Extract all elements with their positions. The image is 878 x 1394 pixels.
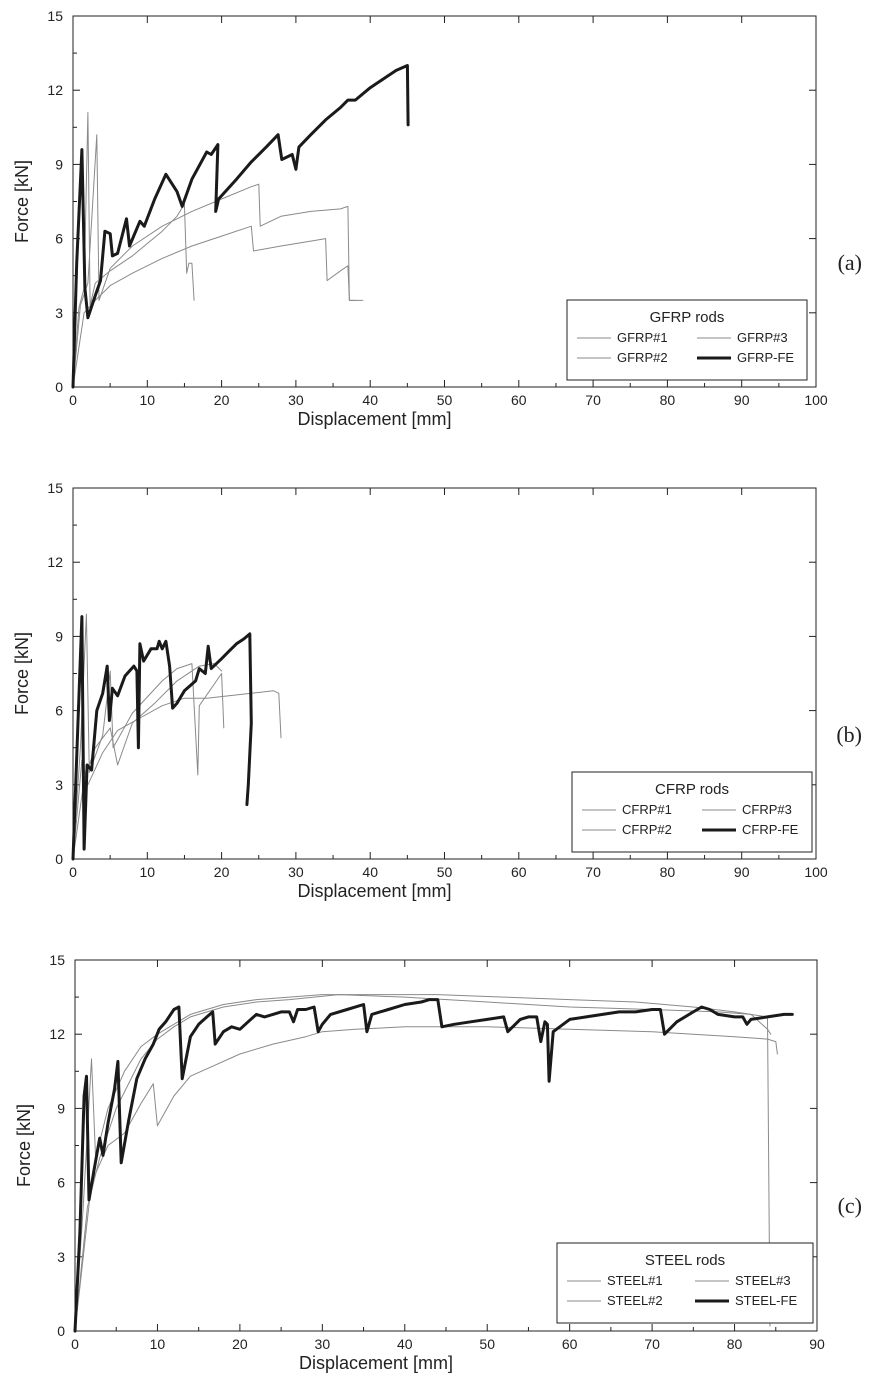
- x-tick-label: 50: [437, 392, 453, 408]
- x-tick-label: 30: [288, 864, 304, 880]
- panel-label: (a): [838, 250, 862, 275]
- x-tick-label: 10: [140, 864, 156, 880]
- legend-title: GFRP rods: [650, 309, 725, 326]
- y-tick-label: 6: [57, 1175, 65, 1191]
- x-tick-label: 40: [362, 392, 378, 408]
- y-tick-label: 0: [55, 851, 63, 867]
- legend-item-label: CFRP#3: [742, 802, 792, 817]
- legend-title: CFRP rods: [655, 781, 729, 798]
- y-tick-label: 12: [47, 82, 63, 98]
- y-tick-label: 9: [57, 1100, 65, 1116]
- legend-item-label: STEEL#2: [607, 1293, 663, 1308]
- x-tick-label: 70: [644, 1336, 660, 1352]
- y-tick-label: 15: [47, 480, 63, 496]
- y-tick-label: 15: [49, 952, 65, 968]
- series-line-steel-1: [74, 994, 771, 1332]
- x-tick-label: 90: [734, 392, 750, 408]
- y-tick-label: 12: [47, 554, 63, 570]
- y-tick-label: 0: [57, 1323, 65, 1339]
- x-axis-label: Displacement [mm]: [299, 1353, 453, 1373]
- legend-item-label: STEEL-FE: [735, 1293, 797, 1308]
- legend-item-label: STEEL#1: [607, 1273, 663, 1288]
- legend-item-label: CFRP#2: [622, 822, 672, 837]
- y-tick-label: 6: [55, 231, 63, 247]
- legend-item-label: STEEL#3: [735, 1273, 791, 1288]
- x-tick-label: 50: [437, 864, 453, 880]
- x-tick-label: 10: [150, 1336, 166, 1352]
- x-tick-label: 90: [809, 1336, 825, 1352]
- panel-b: 0 10 20 30 40 50 60 70 80 90 100 0 3 6 9 12 15 Displaceme…: [12, 480, 862, 901]
- series-line-gfrp-2: [72, 134, 364, 388]
- x-tick-label: 20: [214, 864, 230, 880]
- y-axis-label: Force [kN]: [12, 632, 32, 715]
- y-axis-label: Force [kN]: [12, 160, 32, 243]
- series-line-steel-3: [74, 1026, 778, 1332]
- x-tick-label: 70: [585, 392, 601, 408]
- y-tick-label: 3: [55, 305, 63, 321]
- y-tick-label: 3: [55, 777, 63, 793]
- series-line-gfrp-3: [72, 225, 356, 388]
- series-line-gfrp-fe: [71, 64, 410, 389]
- x-tick-label: 100: [804, 864, 828, 880]
- x-tick-label: 60: [511, 864, 527, 880]
- legend-item-label: CFRP-FE: [742, 822, 799, 837]
- legend: GFRP rods GFRP#1 GFRP#2 GFRP#3 GFRP-FE: [566, 299, 808, 381]
- series-line-cfrp-3: [72, 663, 223, 860]
- x-tick-label: 40: [397, 1336, 413, 1352]
- y-tick-label: 9: [55, 156, 63, 172]
- legend: CFRP rods CFRP#1 CFRP#2 CFRP#3 CFRP-FE: [571, 771, 813, 853]
- panel-label: (c): [838, 1193, 862, 1218]
- legend-box: [571, 771, 813, 853]
- legend-box: [566, 299, 808, 381]
- series-line-steel-fe: [73, 998, 794, 1333]
- x-tick-label: 30: [288, 392, 304, 408]
- y-tick-label: 15: [47, 8, 63, 24]
- x-axis-label: Displacement [mm]: [297, 881, 451, 901]
- x-axis-label: Displacement [mm]: [297, 409, 451, 429]
- legend-item-label: GFRP#1: [617, 330, 668, 345]
- y-tick-label: 3: [57, 1249, 65, 1265]
- y-tick-label: 12: [49, 1026, 65, 1042]
- legend-title: STEEL rods: [645, 1252, 725, 1269]
- x-tick-label: 80: [660, 392, 676, 408]
- x-tick-label: 30: [315, 1336, 331, 1352]
- x-tick-label: 90: [734, 864, 750, 880]
- y-tick-label: 6: [55, 703, 63, 719]
- legend-item-label: CFRP#1: [622, 802, 672, 817]
- series-line-cfrp-fe: [71, 615, 253, 861]
- legend-item-label: GFRP-FE: [737, 350, 794, 365]
- x-tick-label: 10: [140, 392, 156, 408]
- x-tick-label: 0: [69, 864, 77, 880]
- series-line-gfrp-1: [72, 112, 195, 388]
- panel-a: 0 10 20 30 40 50 60 70 80 90 100 0 3 6 9 12 15 Displaceme…: [12, 8, 862, 429]
- legend-box: [556, 1242, 814, 1324]
- panel-label: (b): [836, 722, 862, 747]
- x-tick-label: 80: [660, 864, 676, 880]
- legend-item-label: GFRP#3: [737, 330, 788, 345]
- series-line-cfrp-1: [72, 613, 225, 860]
- x-tick-label: 20: [214, 392, 230, 408]
- x-tick-label: 60: [562, 1336, 578, 1352]
- y-axis-label: Force [kN]: [14, 1104, 34, 1187]
- x-tick-label: 50: [479, 1336, 495, 1352]
- x-tick-label: 60: [511, 392, 527, 408]
- x-tick-label: 80: [727, 1336, 743, 1352]
- x-tick-label: 0: [71, 1336, 79, 1352]
- x-tick-label: 100: [804, 392, 828, 408]
- x-tick-label: 0: [69, 392, 77, 408]
- legend-item-label: GFRP#2: [617, 350, 668, 365]
- x-tick-label: 70: [585, 864, 601, 880]
- legend: STEEL rods STEEL#1 STEEL#2 STEEL#3 STEEL-FE: [556, 1242, 814, 1324]
- x-tick-label: 40: [362, 864, 378, 880]
- y-tick-label: 0: [55, 379, 63, 395]
- panel-c: 0 10 20 30 40 50 60 70 80 90 0 3 6 9 12 15 Displacement …: [14, 952, 862, 1373]
- x-tick-label: 20: [232, 1336, 248, 1352]
- y-tick-label: 9: [55, 628, 63, 644]
